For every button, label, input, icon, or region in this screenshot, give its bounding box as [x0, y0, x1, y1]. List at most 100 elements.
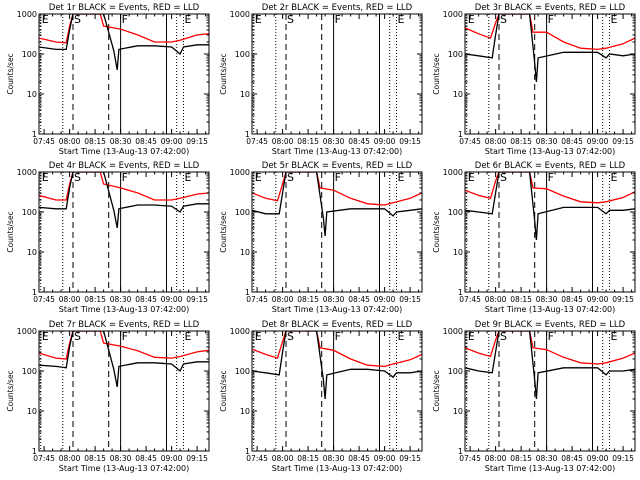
event-marker-label: F	[122, 330, 128, 343]
y-tick-label: 1000	[17, 327, 37, 336]
y-tick-label: 10	[240, 90, 250, 99]
event-marker-label: F	[335, 330, 341, 343]
x-tick-label: 09:15	[612, 295, 634, 304]
x-tick-label: 09:00	[161, 454, 183, 463]
x-axis-label: Start Time (13-Aug-13 07:42:00)	[59, 464, 190, 473]
y-axis-label: Counts/sec	[219, 53, 228, 94]
x-tick-label: 07:45	[33, 295, 55, 304]
panel-title: Det 7r BLACK = Events, RED = LLD	[49, 320, 200, 330]
event-marker-label: S	[287, 330, 294, 343]
x-tick-label: 09:15	[612, 137, 634, 146]
panel-title: Det 5r BLACK = Events, RED = LLD	[262, 161, 413, 171]
x-tick-label: 08:15	[297, 454, 319, 463]
y-tick-label: 10	[240, 407, 250, 416]
x-tick-label: 08:45	[135, 295, 157, 304]
event-marker-label: S	[500, 330, 507, 343]
x-tick-label: 07:45	[33, 137, 55, 146]
panel-title: Det 8r BLACK = Events, RED = LLD	[262, 320, 413, 330]
count-rate-series	[39, 331, 209, 360]
x-tick-label: 09:00	[374, 454, 396, 463]
x-tick-label: 08:00	[485, 295, 507, 304]
x-tick-label: 09:00	[587, 137, 609, 146]
x-tick-label: 08:15	[510, 295, 532, 304]
plot-frame	[464, 171, 636, 293]
plot-frame	[251, 330, 423, 452]
count-rate-series	[465, 172, 635, 241]
panel-title: Det 3r BLACK = Events, RED = LLD	[475, 3, 626, 13]
x-tick-label: 09:00	[161, 295, 183, 304]
y-tick-label: 1000	[230, 10, 250, 19]
y-axis-label: Counts/sec	[219, 211, 228, 252]
plot-frame	[38, 330, 210, 452]
y-tick-label: 1	[32, 130, 37, 139]
y-tick-label: 100	[448, 367, 463, 376]
y-tick-label: 10	[27, 90, 37, 99]
x-tick-label: 09:15	[186, 454, 208, 463]
event-marker-label: E	[185, 13, 192, 26]
x-tick-label: 08:00	[272, 137, 294, 146]
count-rate-series	[252, 172, 422, 237]
y-axis-label: Counts/sec	[6, 53, 15, 94]
x-tick-label: 08:30	[536, 454, 558, 463]
x-tick-label: 09:15	[612, 454, 634, 463]
y-tick-label: 100	[22, 50, 37, 59]
y-axis-label: Counts/sec	[6, 370, 15, 411]
count-rate-series	[39, 331, 209, 388]
y-tick-label: 100	[235, 50, 250, 59]
plot-frame	[38, 171, 210, 293]
y-tick-label: 1000	[443, 10, 463, 19]
y-tick-label: 1	[458, 288, 463, 297]
count-rate-series	[465, 331, 635, 365]
y-axis-label: Counts/sec	[432, 53, 441, 94]
event-marker-label: E	[255, 330, 262, 343]
count-rate-series	[39, 172, 209, 201]
y-tick-label: 1000	[443, 168, 463, 177]
event-marker-label: E	[468, 171, 475, 184]
x-tick-label: 08:45	[135, 137, 157, 146]
plot-frame	[251, 13, 423, 135]
x-tick-label: 08:45	[135, 454, 157, 463]
y-tick-label: 10	[27, 407, 37, 416]
count-rate-series	[465, 14, 635, 83]
event-marker-label: S	[74, 330, 81, 343]
count-rate-series	[465, 331, 635, 400]
x-tick-label: 09:00	[161, 137, 183, 146]
event-marker-label: S	[74, 13, 81, 26]
x-tick-label: 08:15	[297, 137, 319, 146]
y-tick-label: 1	[32, 447, 37, 456]
count-rate-series	[465, 172, 635, 204]
count-rate-series	[465, 14, 635, 51]
x-tick-label: 07:45	[33, 454, 55, 463]
plot-frame	[464, 330, 636, 452]
count-rate-series	[252, 331, 422, 368]
x-tick-label: 08:30	[323, 454, 345, 463]
x-tick-label: 08:30	[536, 137, 558, 146]
x-tick-label: 08:00	[485, 454, 507, 463]
event-marker-label: E	[42, 330, 49, 343]
y-axis-label: Counts/sec	[219, 370, 228, 411]
y-axis-label: Counts/sec	[6, 211, 15, 252]
panel-title: Det 1r BLACK = Events, RED = LLD	[49, 3, 200, 13]
event-marker-label: S	[500, 171, 507, 184]
x-tick-label: 08:30	[536, 295, 558, 304]
x-tick-label: 09:00	[587, 454, 609, 463]
event-marker-label: F	[122, 171, 128, 184]
x-tick-label: 09:00	[587, 295, 609, 304]
x-tick-label: 09:15	[186, 137, 208, 146]
count-rate-series	[39, 172, 209, 229]
y-tick-label: 1000	[17, 168, 37, 177]
x-tick-label: 08:45	[561, 295, 583, 304]
count-rate-series	[39, 14, 209, 44]
plot-frame	[464, 13, 636, 135]
panel-title: Det 9r BLACK = Events, RED = LLD	[475, 320, 626, 330]
x-tick-label: 07:45	[459, 454, 481, 463]
event-marker-label: E	[42, 171, 49, 184]
event-marker-label: E	[611, 171, 618, 184]
event-marker-label: E	[185, 330, 192, 343]
x-tick-label: 09:15	[399, 137, 421, 146]
y-tick-label: 10	[240, 248, 250, 257]
